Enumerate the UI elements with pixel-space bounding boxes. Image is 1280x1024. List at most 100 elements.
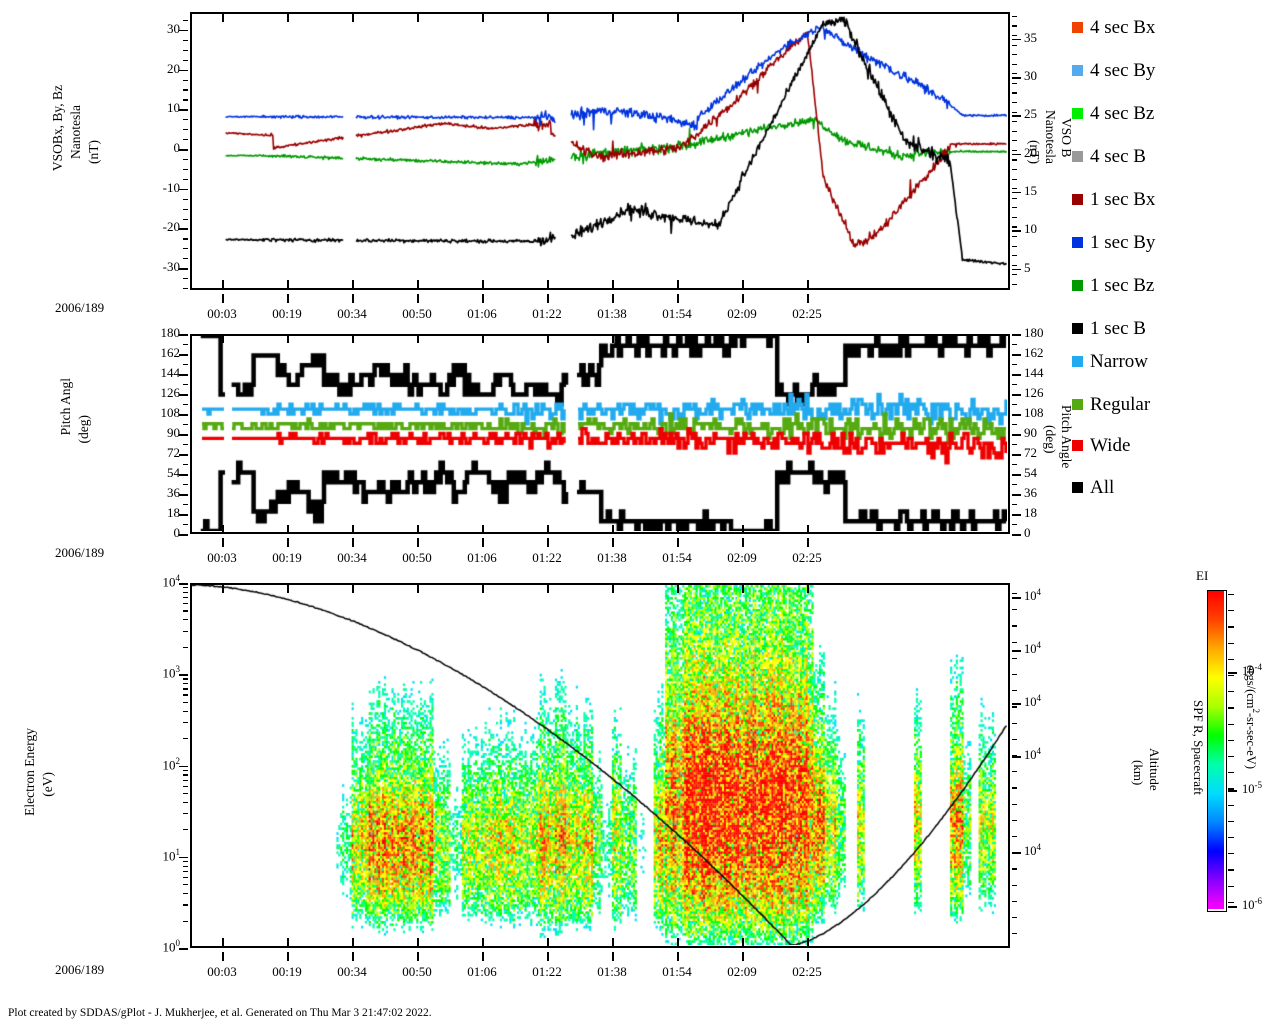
axis-tick [1012,722,1017,724]
axis-tick [183,288,188,290]
axis-tick [222,280,224,288]
legend-swatch-icon [1072,482,1083,493]
axis-tick [222,336,224,343]
mag-right-axis-units-text: (nT) [1027,140,1042,164]
axis-tick [1012,384,1017,386]
axis-tick [1012,111,1017,113]
legend-item-4-sec-bx[interactable]: 4 sec Bx [1072,18,1155,37]
axis-tick [222,585,224,593]
x-tick-label: 01:38 [597,550,627,565]
axis-tick [287,585,289,593]
x-tick-label: 01:22 [532,964,562,979]
axis-tick [1012,54,1017,56]
axis-tick [183,444,188,446]
axis-tick [807,585,809,593]
mag-right-tick-label: 20 [1024,144,1037,160]
axis-tick [742,538,744,547]
spec-right-tick-label: 104 [1024,693,1041,710]
axis-tick [1012,245,1017,247]
axis-tick [1012,149,1017,152]
axis-tick [1012,787,1017,789]
axis-tick [183,774,188,776]
axis-tick [742,525,744,532]
legend-item-narrow[interactable]: Narrow [1072,352,1148,371]
mag-left-tick-label: 20 [167,60,180,76]
axis-tick [1012,73,1017,75]
spec-right-tick-label: 104 [1024,587,1041,604]
legend-item-4-sec-bz[interactable]: 4 sec Bz [1072,104,1154,123]
axis-tick [612,938,614,946]
axis-tick [612,525,614,532]
axis-tick [1012,178,1017,180]
axis-tick [1012,755,1017,757]
spec-right-axis-units: (km) [1130,760,1146,785]
legend-item-1-sec-bx[interactable]: 1 sec Bx [1072,190,1155,209]
pitch-left-tick-label: 0 [173,525,181,540]
axis-tick [1012,900,1017,902]
axis-tick [1012,414,1017,416]
pitch-right-tick-label: 0 [1024,525,1031,540]
x-tick-label: 00:03 [207,964,237,979]
axis-tick [1012,514,1017,516]
pitch-right-tick-label: 36 [1024,485,1037,500]
axis-tick [1012,101,1017,104]
axis-tick [1012,597,1021,599]
legend-item-1-sec-by[interactable]: 1 sec By [1072,233,1155,252]
pitch-left-tick-label: 72 [167,445,180,460]
axis-tick [1012,868,1017,870]
legend-item-regular[interactable]: Regular [1072,395,1150,414]
axis-tick [1012,197,1017,199]
axis-tick [1012,444,1017,446]
axis-tick [183,39,188,41]
axis-tick [183,454,188,456]
legend-label: 4 sec Bz [1090,103,1155,124]
axis-tick [1012,836,1017,838]
legend-item-wide[interactable]: Wide [1072,436,1130,455]
axis-tick [1012,394,1017,396]
axis-tick [183,683,188,685]
axis-tick [1012,884,1017,886]
x-tick-label: 00:34 [337,306,367,321]
mag-right-axis-subtitle-text: Nanotesla [1043,110,1058,164]
plot-caption: Plot created by SDDAS/gPlot - J. Mukherj… [8,1007,432,1019]
legend-item-4-sec-by[interactable]: 4 sec By [1072,61,1155,80]
spec-left-tick-label: 104 [162,573,181,590]
axis-tick [352,294,354,303]
axis-tick [183,404,188,406]
spec-right-tick-label: 104 [1024,842,1041,859]
legend-item-4-sec-b[interactable]: 4 sec B [1072,147,1146,166]
legend-item-all[interactable]: All [1072,478,1114,497]
axis-tick [1228,837,1234,839]
axis-tick [183,829,188,831]
axis-tick [1012,207,1017,209]
x-tick-label: 01:54 [662,550,692,565]
axis-tick [183,29,188,32]
axis-tick [183,860,188,863]
legend-item-1-sec-bz[interactable]: 1 sec Bz [1072,276,1154,295]
legend-label: 1 sec Bx [1090,189,1156,210]
axis-tick [1228,723,1234,725]
axis-tick [807,280,809,288]
magnetic-field-plot-frame [190,12,1010,290]
axis-tick [1012,274,1017,276]
x-tick-label: 00:03 [207,550,237,565]
axis-tick [547,336,549,343]
axis-tick [1012,268,1021,271]
pitch-right-tick-label: 144 [1024,365,1044,380]
pitch-left-tick-label: 108 [160,405,181,420]
x-tick-label: 00:34 [337,550,367,565]
legend-item-1-sec-b[interactable]: 1 sec B [1072,319,1146,338]
axis-tick [287,952,289,961]
axis-tick [183,597,188,599]
axis-tick [807,14,809,22]
axis-tick [183,587,188,589]
axis-tick [1012,191,1021,194]
pitch-right-tick-label: 90 [1024,425,1037,440]
axis-tick [417,952,419,961]
axis-tick [742,952,744,961]
axis-tick [1012,756,1021,758]
pitch-right-axis-units: (deg) [1042,425,1058,453]
spec-left-tick-label: 100 [162,938,181,955]
axis-tick [1012,404,1017,406]
axis-tick [183,920,188,922]
